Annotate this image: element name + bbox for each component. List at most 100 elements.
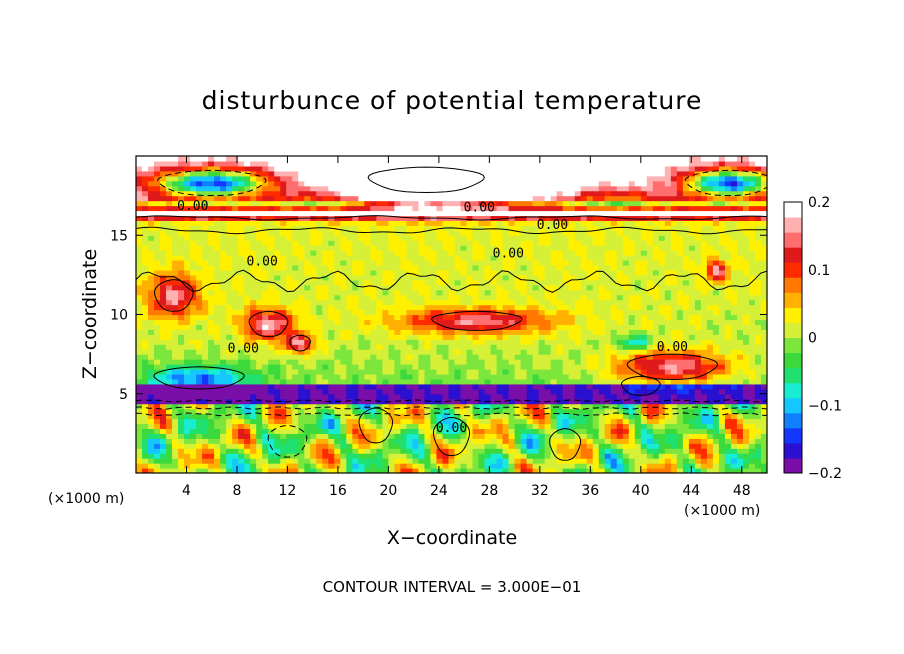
field-cell: [268, 408, 275, 415]
field-cell: [598, 180, 606, 187]
field-cell: [478, 250, 486, 256]
field-cell: [298, 264, 305, 271]
field-cell: [244, 378, 251, 385]
field-cell: [466, 215, 474, 221]
field-cell: [436, 423, 444, 430]
field-cell: [286, 349, 293, 355]
field-cell: [442, 180, 450, 187]
field-cell: [586, 448, 594, 454]
field-cell: [178, 388, 185, 395]
field-cell: [454, 433, 462, 439]
field-cell: [382, 299, 389, 306]
field-cell: [196, 264, 203, 271]
field-cell: [544, 279, 552, 286]
field-cell: [364, 175, 371, 182]
field-cell: [256, 463, 263, 469]
field-cell: [580, 408, 588, 415]
field-cell: [268, 235, 275, 241]
field-cell: [310, 408, 317, 415]
field-cell: [598, 220, 606, 226]
field-cell: [574, 388, 582, 395]
field-cell: [556, 304, 564, 311]
field-cell: [400, 289, 408, 296]
field-cell: [394, 329, 402, 335]
field-cell: [388, 299, 396, 306]
field-cell: [274, 274, 281, 281]
field-cell: [502, 210, 510, 217]
field-cell: [490, 448, 498, 454]
field-cell: [562, 418, 570, 425]
field-cell: [238, 220, 245, 226]
field-cell: [310, 413, 317, 420]
field-cell: [136, 334, 143, 340]
field-cell: [196, 458, 203, 464]
field-cell: [580, 433, 588, 439]
field-cell: [172, 220, 179, 226]
field-cell: [328, 299, 335, 306]
field-cell: [586, 230, 594, 236]
field-cell: [190, 156, 197, 162]
field-cell: [328, 334, 335, 340]
field-cell: [142, 165, 149, 172]
field-cell: [166, 195, 173, 202]
field-cell: [388, 453, 396, 459]
field-cell: [352, 230, 359, 236]
field-cell: [322, 264, 329, 271]
field-cell: [166, 443, 173, 449]
field-cell: [376, 245, 383, 251]
field-cell: [316, 170, 323, 177]
field-cell: [148, 423, 155, 430]
field-cell: [358, 453, 365, 459]
field-cell: [538, 393, 546, 400]
field-cell: [316, 235, 323, 241]
field-cell: [556, 205, 564, 212]
field-cell: [226, 205, 233, 212]
field-cell: [514, 294, 522, 301]
field-cell: [508, 359, 516, 365]
field-cell: [568, 195, 576, 202]
field-cell: [514, 279, 522, 286]
field-cell: [520, 190, 528, 197]
field-cell: [574, 284, 582, 291]
field-cell: [328, 250, 335, 256]
field-cell: [256, 185, 263, 192]
field-cell: [358, 408, 365, 415]
field-cell: [484, 443, 492, 449]
field-cell: [448, 354, 456, 360]
field-cell: [358, 339, 365, 345]
field-cell: [490, 428, 498, 434]
field-cell: [256, 225, 263, 231]
field-cell: [352, 156, 359, 162]
field-cell: [154, 269, 161, 276]
field-cell: [508, 255, 516, 261]
field-cell: [538, 180, 546, 187]
field-cell: [394, 269, 402, 276]
field-cell: [400, 220, 408, 226]
field-cell: [484, 220, 492, 226]
field-cell: [448, 279, 456, 286]
field-cell: [280, 319, 287, 325]
field-cell: [466, 319, 474, 325]
field-cell: [370, 284, 377, 291]
field-cell: [520, 156, 528, 162]
field-cell: [304, 418, 311, 425]
field-cell: [334, 260, 341, 266]
field-cell: [412, 468, 420, 473]
field-cell: [238, 373, 245, 380]
field-cell: [226, 284, 233, 291]
field-cell: [142, 448, 149, 454]
field-cell: [286, 314, 293, 321]
field-cell: [556, 344, 564, 350]
field-cell: [304, 314, 311, 321]
field-cell: [514, 264, 522, 271]
field-cell: [568, 418, 576, 425]
field-cell: [448, 309, 456, 316]
field-cell: [484, 309, 492, 316]
field-cell: [526, 463, 534, 469]
field-cell: [364, 294, 371, 301]
field-cell: [172, 463, 179, 469]
field-cell: [514, 448, 522, 454]
field-cell: [514, 438, 522, 444]
field-cell: [136, 205, 143, 212]
field-cell: [538, 294, 546, 301]
